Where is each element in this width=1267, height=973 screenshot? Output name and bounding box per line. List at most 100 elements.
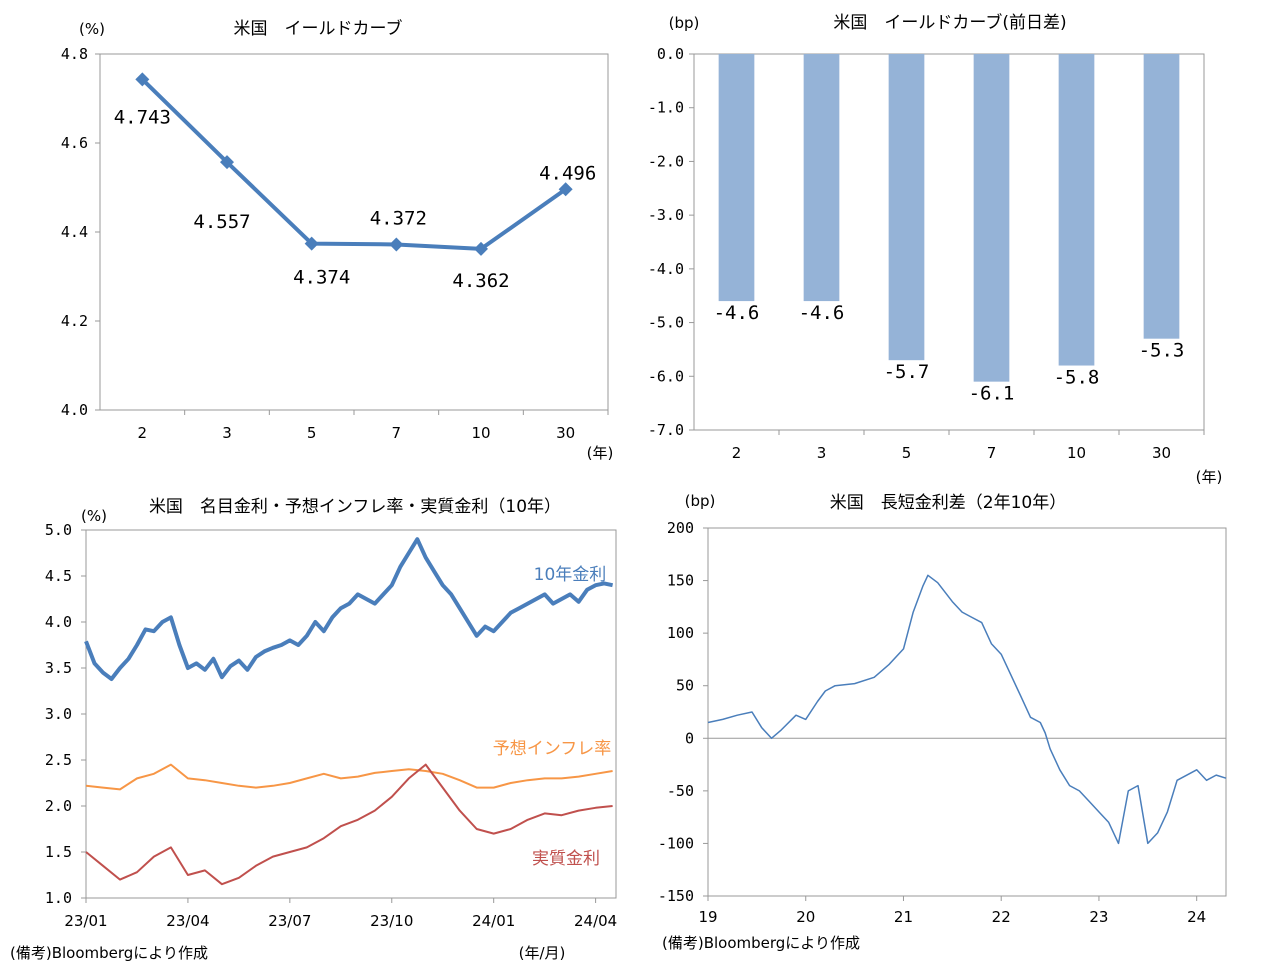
y-tick-label: 0	[685, 729, 694, 747]
term-spread-chart: 米国 長短金利差（2年10年） (bp) (備考)Bloombergにより作成 …	[658, 492, 1227, 952]
y-tick-label: 4.4	[61, 223, 88, 241]
data-label: -5.3	[1139, 340, 1185, 362]
data-label: 4.374	[293, 267, 350, 289]
data-label: -4.6	[714, 302, 760, 324]
series-line	[84, 537, 614, 681]
data-label: 4.372	[370, 207, 427, 229]
data-point-marker	[558, 182, 573, 197]
data-label: 4.557	[193, 211, 250, 233]
bar	[718, 54, 755, 302]
yield-curve-line	[140, 77, 567, 251]
x-tick-label: 24	[1187, 908, 1206, 926]
x-tick-label: 7	[392, 424, 402, 442]
term-spread-source-note: (備考)Bloombergにより作成	[662, 934, 860, 952]
rates-chart-y-unit: (%)	[81, 507, 107, 525]
y-tick-label: 3.5	[45, 659, 72, 677]
data-label: -6.1	[969, 383, 1015, 405]
x-tick-label: 10	[1067, 444, 1086, 462]
y-tick-label: 200	[667, 519, 694, 537]
x-tick-label: 19	[698, 908, 717, 926]
yield-curve-plot-area	[99, 53, 609, 411]
series-line	[85, 763, 613, 791]
rates-chart-plot-area	[85, 529, 617, 899]
x-tick-label: 7	[987, 444, 997, 462]
y-tick-label: 100	[667, 624, 694, 642]
yield-curve-chart: 米国 イールドカーブ (%) (年) 4.8 4.6 4.4 4.2 4.0 2 3 5 7 10…	[61, 18, 613, 462]
data-label: -5.7	[884, 361, 930, 383]
x-tick-label: 3	[222, 424, 232, 442]
x-tick-label: 10	[471, 424, 490, 442]
y-tick-label: -6.0	[648, 367, 684, 385]
y-tick-label: 2.5	[45, 751, 72, 769]
y-tick-label: 5.0	[45, 521, 72, 539]
data-label: -4.6	[799, 302, 845, 324]
x-tick-label: 23	[1089, 908, 1108, 926]
nominal-inflation-real-chart: 米国 名目金利・予想インフレ率・実質金利（10年） (%) (備考)Bloomb…	[10, 497, 617, 962]
x-tick-label: 24/01	[472, 912, 515, 930]
yield-curve-change-y-unit: (bp)	[669, 14, 700, 32]
x-tick-label: 2	[732, 444, 742, 462]
y-tick-label: 4.6	[61, 134, 88, 152]
x-tick-label: 23/10	[370, 912, 413, 930]
rates-chart-title: 米国 名目金利・予想インフレ率・実質金利（10年）	[149, 497, 561, 517]
x-tick-label: 20	[796, 908, 815, 926]
bar	[888, 54, 925, 361]
x-tick-label: 5	[307, 424, 317, 442]
term-spread-y-unit: (bp)	[685, 492, 716, 510]
data-label: 4.496	[539, 162, 596, 184]
y-tick-label: 4.2	[61, 312, 88, 330]
x-tick-label: 23/04	[166, 912, 209, 930]
y-tick-label: 50	[676, 677, 694, 695]
data-label: 4.362	[452, 270, 509, 292]
data-point-marker	[389, 237, 404, 252]
yield-curve-title: 米国 イールドカーブ	[234, 18, 403, 39]
y-tick-label: 150	[667, 572, 694, 590]
rates-chart-x-unit: (年/月)	[519, 944, 566, 962]
term-spread-title: 米国 長短金利差（2年10年）	[830, 493, 1066, 513]
yield-curve-change-title: 米国 イールドカーブ(前日差)	[833, 12, 1066, 33]
y-tick-label: 4.5	[45, 567, 72, 585]
series-label: 10年金利	[534, 565, 607, 585]
series-line	[85, 763, 613, 886]
y-tick-label: -1.0	[648, 99, 684, 117]
x-tick-label: 22	[992, 908, 1011, 926]
x-tick-label: 2	[138, 424, 148, 442]
yield-curve-change-chart: 米国 イールドカーブ(前日差) (bp) (年) 0.0 -1.0 -2.0 -3.0…	[648, 12, 1222, 486]
data-point-marker	[135, 72, 150, 87]
y-tick-label: -7.0	[648, 421, 684, 439]
bar	[803, 54, 840, 302]
rates-chart-source-note: (備考)Bloombergにより作成	[10, 944, 208, 962]
yield-curve-y-unit: (%)	[79, 20, 105, 38]
bar	[1143, 54, 1180, 339]
x-tick-label: 30	[1152, 444, 1171, 462]
x-tick-label: 23/07	[268, 912, 311, 930]
y-tick-label: 2.0	[45, 797, 72, 815]
x-tick-label: 24/04	[574, 912, 617, 930]
y-tick-label: -100	[658, 834, 694, 852]
data-point-marker	[304, 236, 319, 251]
y-tick-label: -4.0	[648, 260, 684, 278]
y-tick-label: 0.0	[657, 45, 684, 63]
x-tick-label: 21	[894, 908, 913, 926]
series-label: 予想インフレ率	[493, 739, 612, 759]
data-label: 4.743	[114, 106, 171, 128]
y-tick-label: 1.5	[45, 843, 72, 861]
y-tick-label: 1.0	[45, 889, 72, 907]
y-tick-label: -3.0	[648, 206, 684, 224]
y-tick-label: -150	[658, 887, 694, 905]
bar	[1058, 54, 1095, 366]
x-tick-label: 3	[817, 444, 827, 462]
series-label: 実質金利	[532, 849, 600, 869]
term-spread-plot-area	[707, 527, 1227, 897]
x-tick-label: 30	[556, 424, 575, 442]
yield-curve-x-unit: (年)	[587, 444, 614, 462]
x-tick-label: 5	[902, 444, 912, 462]
yield-curve-change-x-unit: (年)	[1196, 468, 1223, 486]
y-tick-label: -50	[667, 782, 694, 800]
y-tick-label: -5.0	[648, 314, 684, 332]
y-tick-label: -2.0	[648, 152, 684, 170]
y-tick-label: 3.0	[45, 705, 72, 723]
y-tick-label: 4.0	[45, 613, 72, 631]
yield-curve-change-plot-area	[693, 53, 1205, 431]
